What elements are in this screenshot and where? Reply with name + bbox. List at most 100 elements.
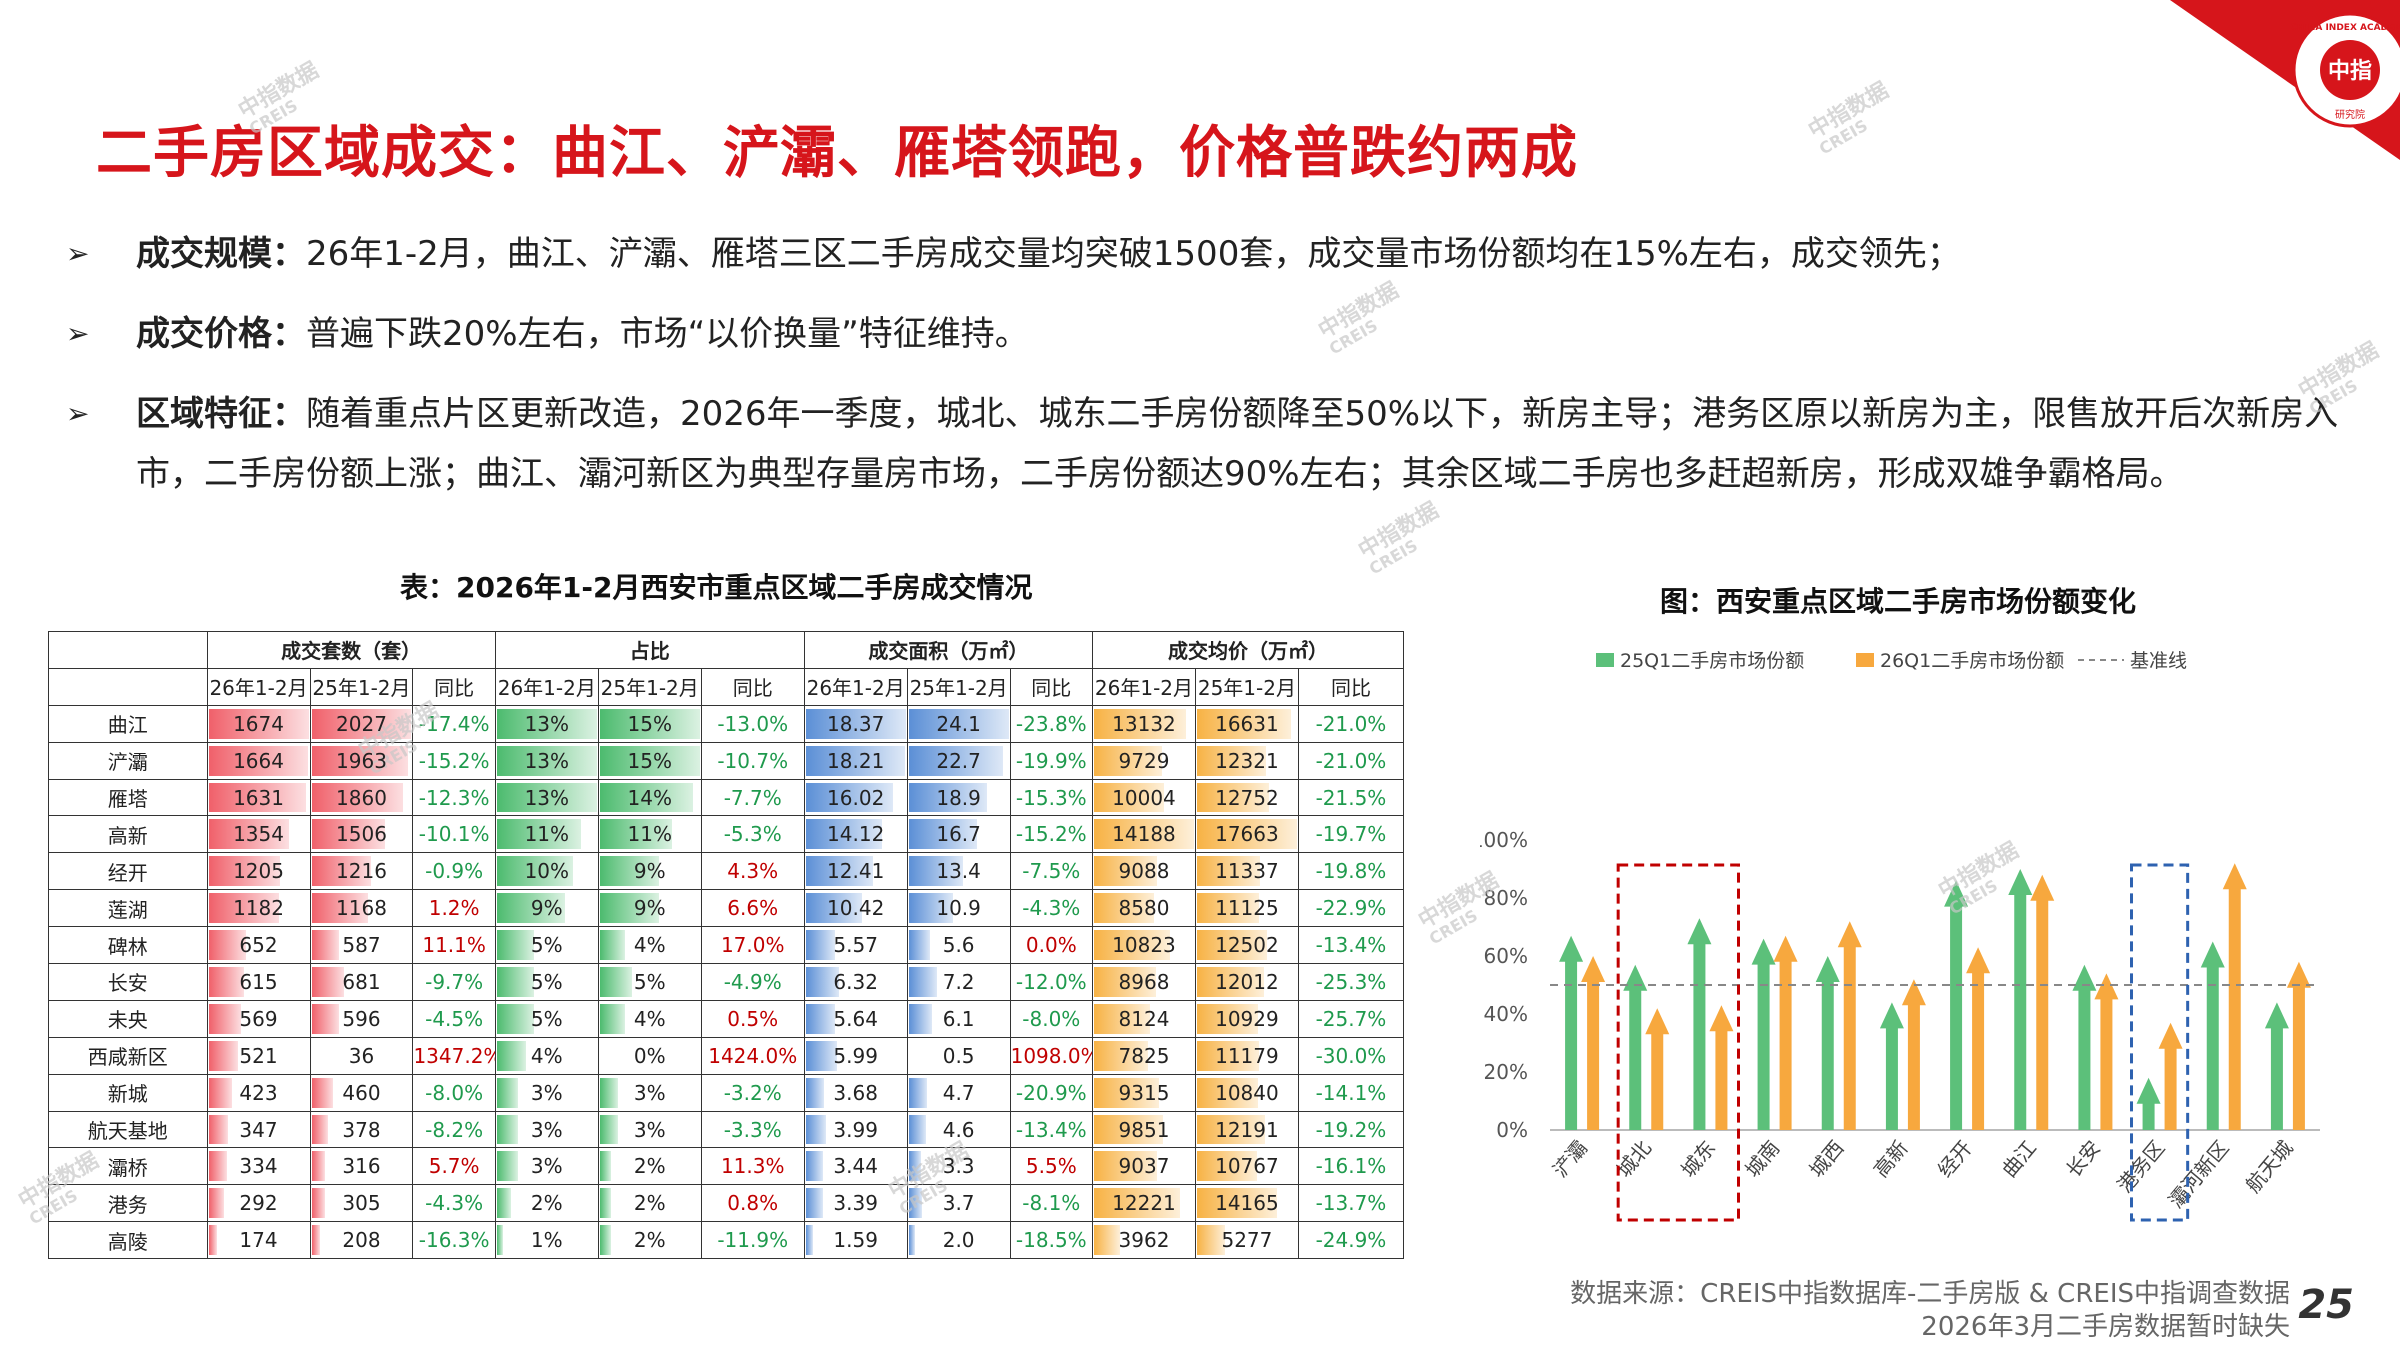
- cell-value: 596: [342, 1006, 381, 1031]
- yoy-cell: -7.5%: [1009, 852, 1094, 891]
- table-row: 曲江 1674 2027 -17.4% 13% 15% -13.0% 18.37 24.1 -23…: [48, 704, 1405, 743]
- logo-center-text: 中指: [2328, 59, 2372, 84]
- data-bar: [599, 708, 700, 739]
- data-bar: [208, 856, 280, 887]
- value-cell: 1664: [206, 741, 311, 780]
- cell-value: 10840: [1215, 1080, 1279, 1105]
- y-tick-label: 80%: [1484, 886, 1528, 910]
- table-row: 未央 569 596 -4.5% 5% 4% 0.5% 5.64 6.1 -8.0% 8124 109…: [48, 999, 1405, 1038]
- value-cell: 4%: [494, 1036, 599, 1075]
- value-cell: 9037: [1092, 1147, 1196, 1186]
- table-row: 灞桥 334 316 5.7% 3% 2% 11.3% 3.44 3.3 5.5% 9037 1076…: [48, 1147, 1405, 1186]
- table-row: 莲湖 1182 1168 1.2% 9% 9% 6.6% 10.42 10.9 -4.3% 8580…: [48, 889, 1405, 928]
- cell-value: 12502: [1215, 933, 1279, 958]
- cell-value: 3962: [1118, 1228, 1170, 1253]
- bar-26q1: [1645, 1008, 1670, 1130]
- y-tick-label: 20%: [1484, 1060, 1528, 1084]
- table-group-header: 成交套数（套） 占比 成交面积（万㎡） 成交均价（万㎡）: [48, 631, 1404, 669]
- table-row: 西咸新区 521 36 1347.2% 4% 0% 1424.0% 5.99 0.5 1098.0…: [48, 1036, 1405, 1075]
- value-cell: 378: [309, 1110, 414, 1149]
- cell-value: 9315: [1118, 1080, 1170, 1105]
- cell-value: 2%: [530, 1191, 563, 1216]
- value-cell: 16.02: [803, 778, 908, 817]
- value-cell: 5.64: [803, 999, 908, 1038]
- sub-header-2025: 25年1-2月: [309, 667, 414, 706]
- yoy-cell: -13.7%: [1297, 1184, 1405, 1223]
- data-bar: [496, 1151, 519, 1182]
- cell-value: 13.4: [936, 859, 981, 884]
- cell-value: 3%: [530, 1117, 563, 1142]
- yoy-cell: -0.9%: [412, 852, 496, 891]
- yoy-cell: -12.3%: [412, 778, 496, 817]
- cell-value: 13%: [524, 785, 570, 810]
- bar-26q1: [1837, 921, 1862, 1130]
- cell-value: 5.57: [833, 933, 878, 958]
- cell-value: 16.7: [936, 822, 981, 847]
- data-bar: [311, 782, 404, 813]
- yoy-cell: -4.5%: [412, 999, 496, 1038]
- cell-value: 15%: [627, 748, 672, 773]
- table-sub-header: 26年1-2月 25年1-2月 同比 26年1-2月 25年1-2月 同比 26…: [48, 667, 1405, 706]
- chart-title: 图：西安重点区域二手房市场份额变化: [1660, 585, 2137, 618]
- value-cell: 10767: [1194, 1147, 1299, 1186]
- cell-value: 9%: [633, 859, 666, 884]
- data-bar: [1196, 893, 1260, 924]
- cell-value: 1664: [233, 748, 284, 773]
- cell-value: 15%: [627, 711, 672, 736]
- value-cell: 587: [309, 926, 414, 965]
- data-bar: [599, 1077, 619, 1108]
- bullet-key: 成交规模：: [136, 234, 306, 274]
- sub-header-2026: 26年1-2月: [1092, 667, 1196, 706]
- data-bar: [908, 967, 938, 997]
- value-cell: 16.7: [906, 815, 1011, 854]
- value-cell: 10929: [1194, 999, 1299, 1038]
- cell-value: 8580: [1118, 896, 1170, 921]
- sub-header-2025: 25年1-2月: [1194, 667, 1299, 706]
- data-bar: [599, 1151, 612, 1182]
- value-cell: 6.1: [906, 999, 1011, 1038]
- value-cell: 22.7: [906, 741, 1011, 780]
- data-bar: [208, 708, 309, 739]
- yoy-cell: -4.9%: [700, 963, 805, 1001]
- data-bar: [1196, 1151, 1258, 1182]
- data-bar: [908, 893, 953, 924]
- cell-value: 1168: [336, 896, 387, 921]
- yoy-cell: -21.0%: [1297, 741, 1405, 780]
- cell-value: 10004: [1112, 785, 1176, 810]
- bullet-key: 区域特征：: [136, 394, 306, 434]
- data-bar: [496, 856, 574, 887]
- value-cell: 681: [309, 963, 414, 1001]
- data-bar: [496, 1188, 511, 1219]
- bar-26q1: [1581, 956, 1606, 1130]
- value-cell: 6.32: [803, 963, 908, 1001]
- cell-value: 2027: [336, 711, 387, 736]
- header-volume: 成交套数（套）: [206, 631, 496, 669]
- data-bar: [599, 930, 625, 961]
- cell-value: 12321: [1215, 748, 1279, 773]
- value-cell: 423: [206, 1073, 311, 1112]
- value-cell: 3962: [1092, 1221, 1196, 1260]
- data-bar: [496, 708, 597, 739]
- data-bar: [496, 967, 535, 997]
- value-cell: 12191: [1194, 1110, 1299, 1149]
- data-bar: [908, 708, 1009, 739]
- cell-value: 1354: [233, 822, 284, 847]
- x-tick-label: 经开: [1933, 1136, 1977, 1182]
- value-cell: 1354: [206, 815, 311, 854]
- cell-value: 18.21: [827, 748, 885, 773]
- sub-header-2025: 25年1-2月: [597, 667, 702, 706]
- bullet-arrow-icon: ➢: [66, 237, 90, 270]
- value-cell: 13%: [494, 741, 599, 780]
- cell-value: 14165: [1215, 1191, 1279, 1216]
- cell-value: 1860: [336, 785, 387, 810]
- cell-value: 347: [239, 1117, 278, 1142]
- x-tick-label: 港务区: [2112, 1136, 2169, 1197]
- data-bar: [805, 1040, 837, 1071]
- value-cell: 12321: [1194, 741, 1299, 780]
- bullet-arrow-icon: ➢: [66, 317, 90, 350]
- value-cell: 12221: [1092, 1184, 1196, 1223]
- yoy-cell: -14.1%: [1297, 1073, 1405, 1112]
- data-bar: [1094, 1114, 1163, 1145]
- yoy-cell: 0.0%: [1009, 926, 1094, 965]
- cell-value: 9088: [1118, 859, 1170, 884]
